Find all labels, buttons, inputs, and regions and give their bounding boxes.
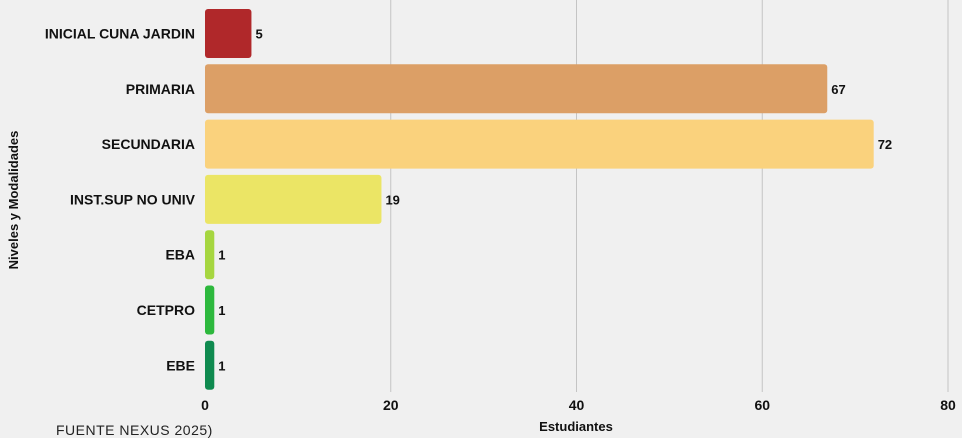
x-tick-label: 80	[940, 397, 956, 413]
value-label: 1	[218, 358, 225, 373]
category-label: EBA	[165, 247, 195, 263]
y-axis-title: Niveles y Modalidades	[6, 131, 21, 270]
value-label: 67	[831, 82, 845, 97]
bar-secundaria	[205, 119, 874, 169]
value-label: 72	[878, 137, 892, 152]
category-label: CETPRO	[137, 302, 195, 318]
value-label: 19	[385, 192, 399, 207]
bar-primaria	[205, 64, 828, 114]
category-label: INICIAL CUNA JARDIN	[45, 26, 195, 42]
bars	[205, 9, 874, 390]
value-labels: 5 67 72 19 1 1 1	[218, 27, 892, 374]
source-note: FUENTE NEXUS 2025)	[56, 422, 213, 438]
value-label: 5	[255, 27, 262, 42]
x-tick-label: 0	[201, 397, 209, 413]
x-tick-labels: 0 20 40 60 80	[201, 397, 956, 413]
bar-cetpro	[205, 285, 215, 335]
category-label: INST.SUP NO UNIV	[70, 191, 196, 207]
x-tick-label: 40	[569, 397, 585, 413]
category-label: EBE	[166, 357, 195, 373]
bar-eba	[205, 230, 215, 280]
x-axis-title: Estudiantes	[539, 419, 613, 434]
bar-inst-sup-no-univ	[205, 174, 382, 224]
gridlines	[390, 0, 949, 392]
bar-ebe	[205, 340, 215, 390]
category-labels: INICIAL CUNA JARDIN PRIMARIA SECUNDARIA INS…	[45, 26, 196, 374]
x-tick-label: 20	[383, 397, 399, 413]
value-label: 1	[218, 248, 225, 263]
category-label: PRIMARIA	[126, 81, 195, 97]
bar-inicial-cuna-jardin	[205, 9, 252, 58]
category-label: SECUNDARIA	[102, 136, 195, 152]
value-label: 1	[218, 303, 225, 318]
x-tick-label: 60	[754, 397, 770, 413]
